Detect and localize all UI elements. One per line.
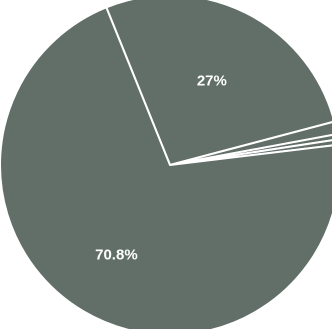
pie-slice-label-0: 27%: [197, 72, 227, 89]
pie-slice-0: [105, 0, 332, 166]
pie-slice-4: [0, 6, 332, 329]
pie-slice-label-4: 70.8%: [95, 247, 138, 264]
